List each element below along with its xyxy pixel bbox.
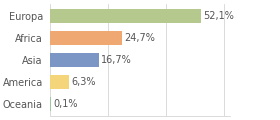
Bar xyxy=(50,31,122,45)
Text: 16,7%: 16,7% xyxy=(101,55,132,65)
Text: 24,7%: 24,7% xyxy=(124,33,155,43)
Bar xyxy=(50,97,51,111)
Text: 6,3%: 6,3% xyxy=(71,77,95,87)
Bar xyxy=(50,75,69,89)
Bar xyxy=(50,53,99,67)
Text: 52,1%: 52,1% xyxy=(203,11,234,21)
Text: 0,1%: 0,1% xyxy=(53,99,78,109)
Bar xyxy=(50,9,201,23)
